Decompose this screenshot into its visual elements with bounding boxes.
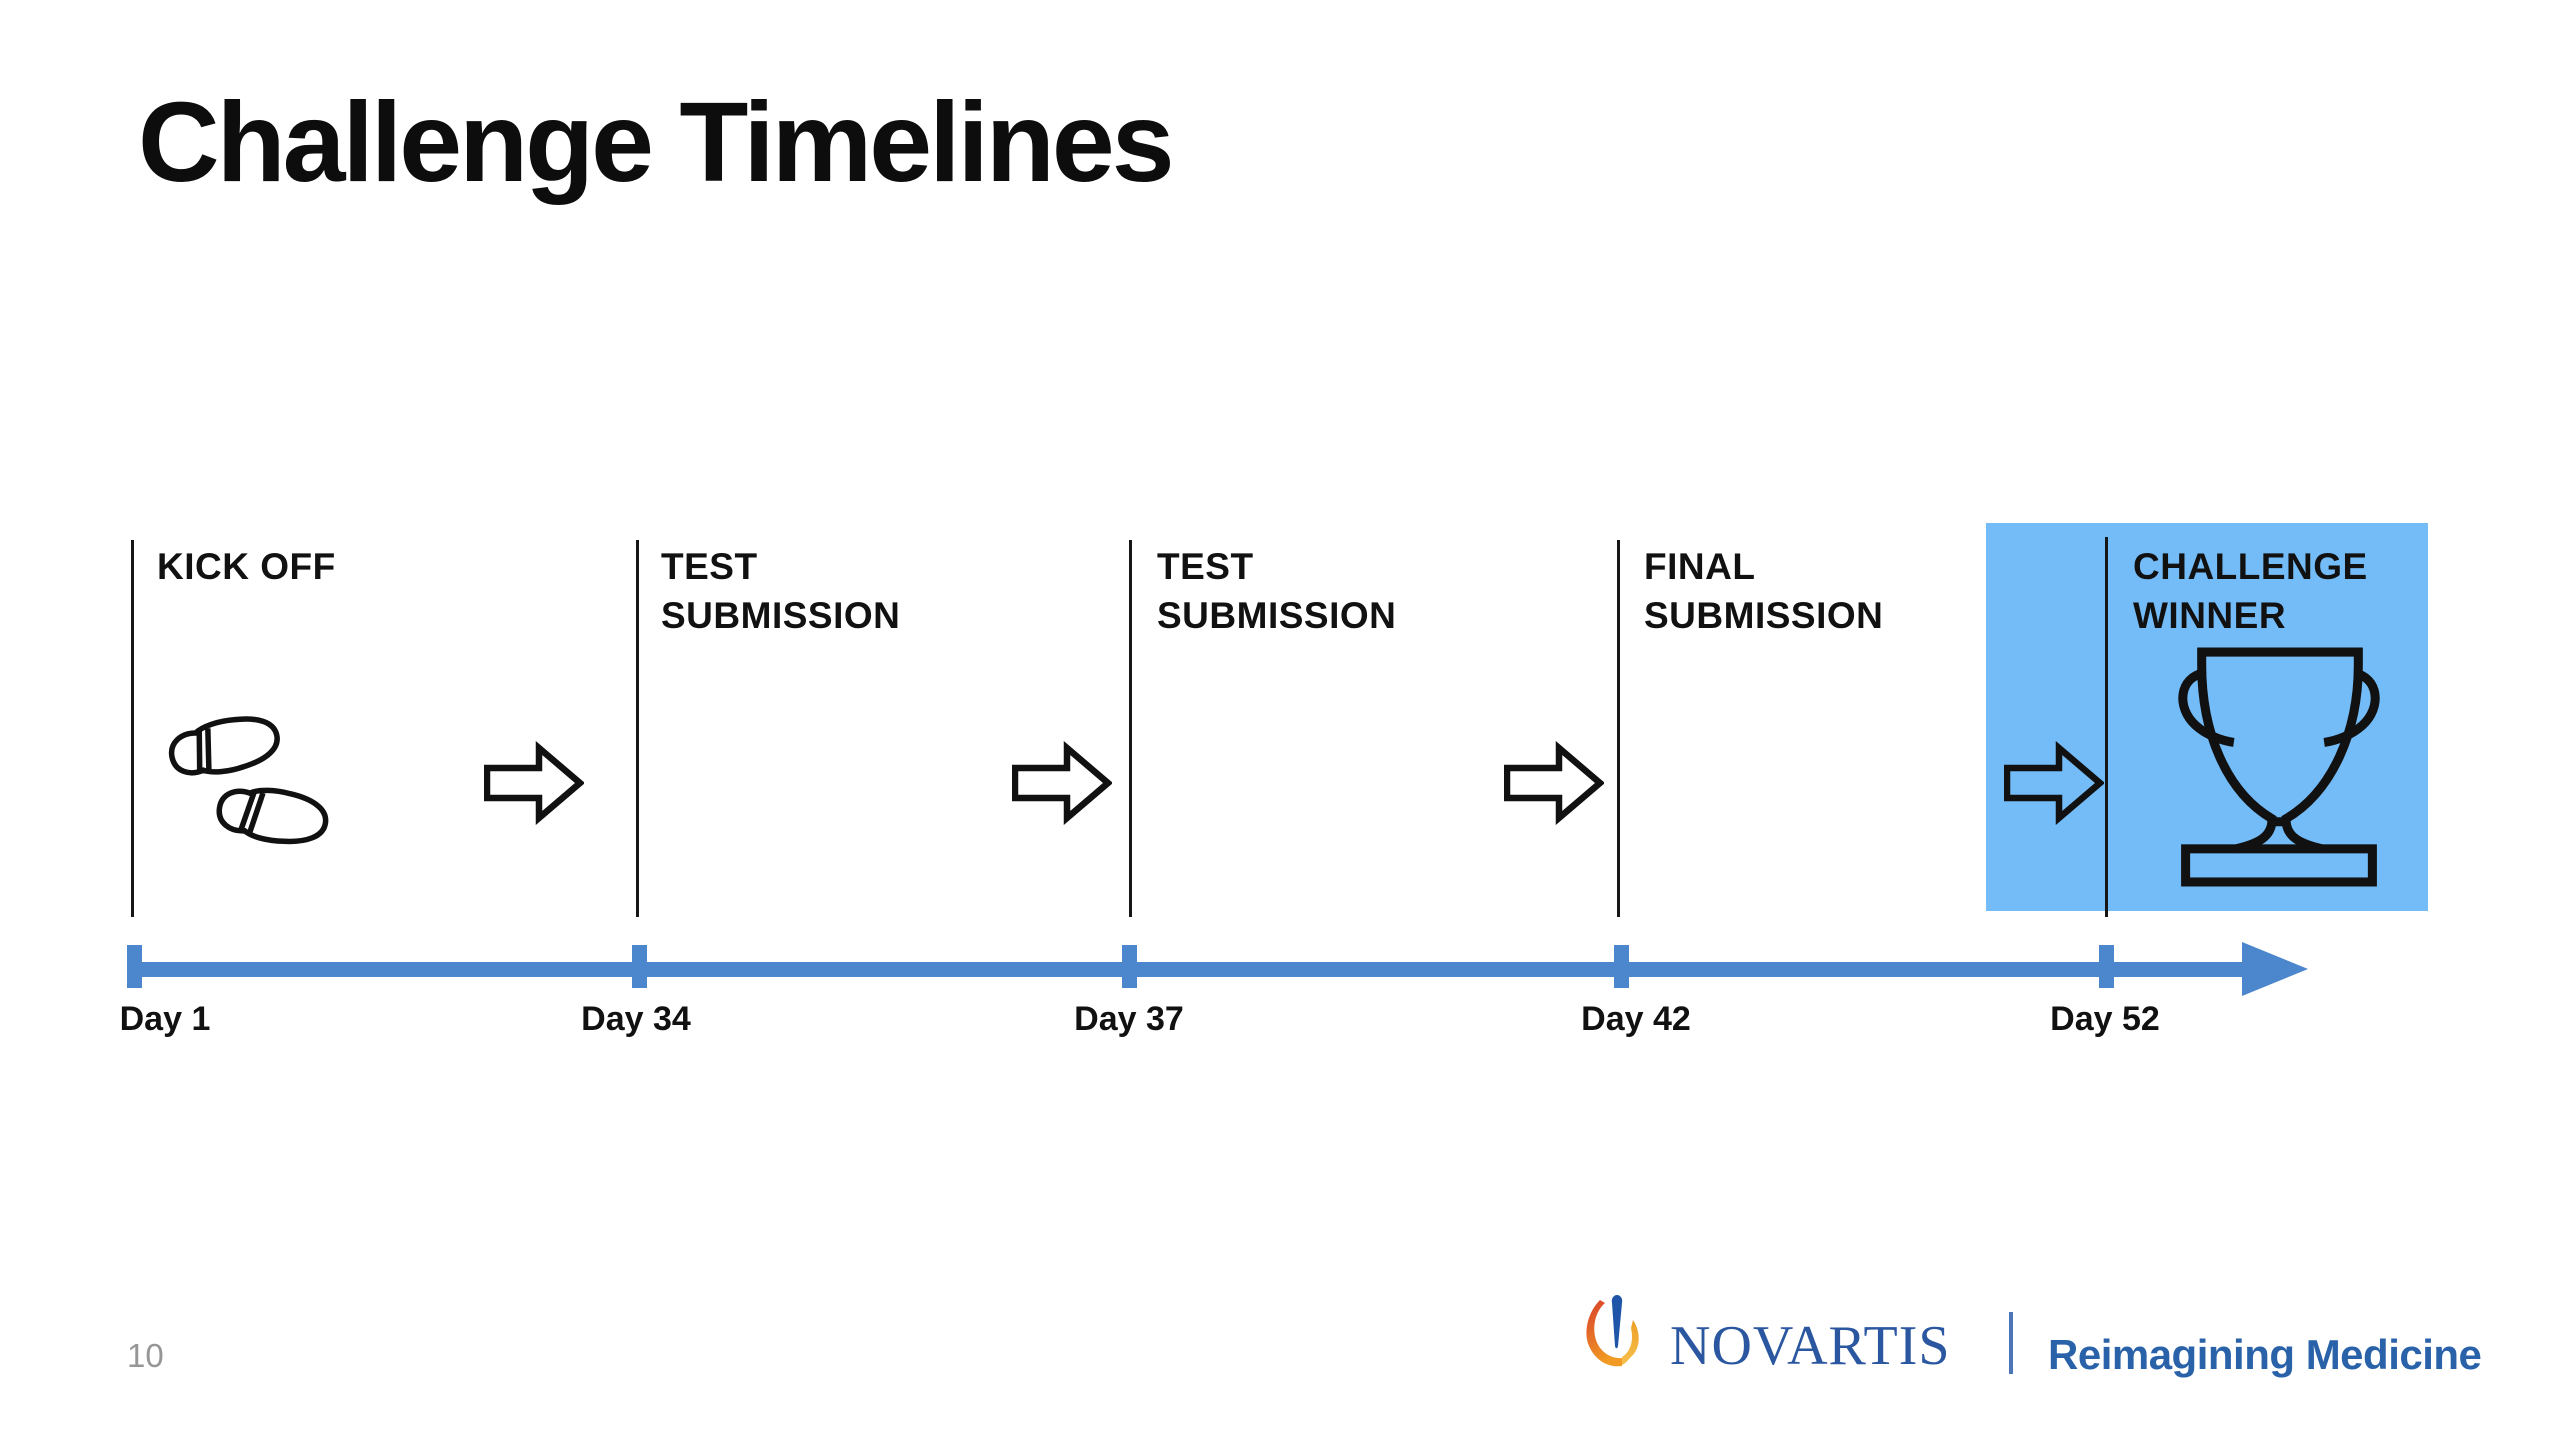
milestone-divider-2 <box>636 540 639 917</box>
novartis-tagline: Reimagining Medicine <box>2048 1331 2482 1378</box>
day-label-37: Day 37 <box>1074 1000 1184 1038</box>
timeline-arrowhead-icon <box>2242 942 2308 996</box>
axis-tick-day-42 <box>1614 945 1629 988</box>
page-title: Challenge Timelines <box>138 79 1175 205</box>
novartis-wordmark: NOVARTIS <box>1670 1315 1951 1377</box>
block-arrow-icon-4 <box>2004 741 2104 825</box>
milestone-label-final-submission: FINAL SUBMISSION <box>1644 546 1884 636</box>
milestone-divider-3 <box>1129 540 1132 917</box>
day-label-1: Day 1 <box>119 1000 211 1038</box>
page-number: 10 <box>127 1337 164 1374</box>
block-arrow-icon-2 <box>1012 741 1112 825</box>
footer-separator <box>2009 1312 2013 1374</box>
block-arrow-icon-3 <box>1504 741 1604 825</box>
axis-tick-day-1 <box>127 945 142 988</box>
milestone-label-test-submission-1: TEST SUBMISSION <box>661 546 901 636</box>
milestone-label-kick-off: KICK OFF <box>157 546 336 587</box>
axis-tick-day-52 <box>2099 945 2114 988</box>
day-label-34: Day 34 <box>581 1000 691 1038</box>
novartis-flame-icon <box>1586 1295 1639 1367</box>
milestone-divider-1 <box>131 540 134 917</box>
block-arrow-icon-1 <box>484 741 584 825</box>
axis-tick-day-37 <box>1122 945 1137 988</box>
day-label-52: Day 52 <box>2050 1000 2160 1038</box>
timeline-axis <box>130 962 2242 977</box>
day-label-42: Day 42 <box>1581 1000 1691 1038</box>
trophy-icon <box>2178 647 2380 887</box>
milestone-label-challenge-winner: CHALLENGE WINNER <box>2133 546 2368 636</box>
milestone-divider-5 <box>2105 537 2108 917</box>
milestone-divider-4 <box>1617 540 1620 917</box>
milestone-label-test-submission-2: TEST SUBMISSION <box>1157 546 1397 636</box>
axis-tick-day-34 <box>632 945 647 988</box>
footsteps-icon <box>168 716 329 845</box>
